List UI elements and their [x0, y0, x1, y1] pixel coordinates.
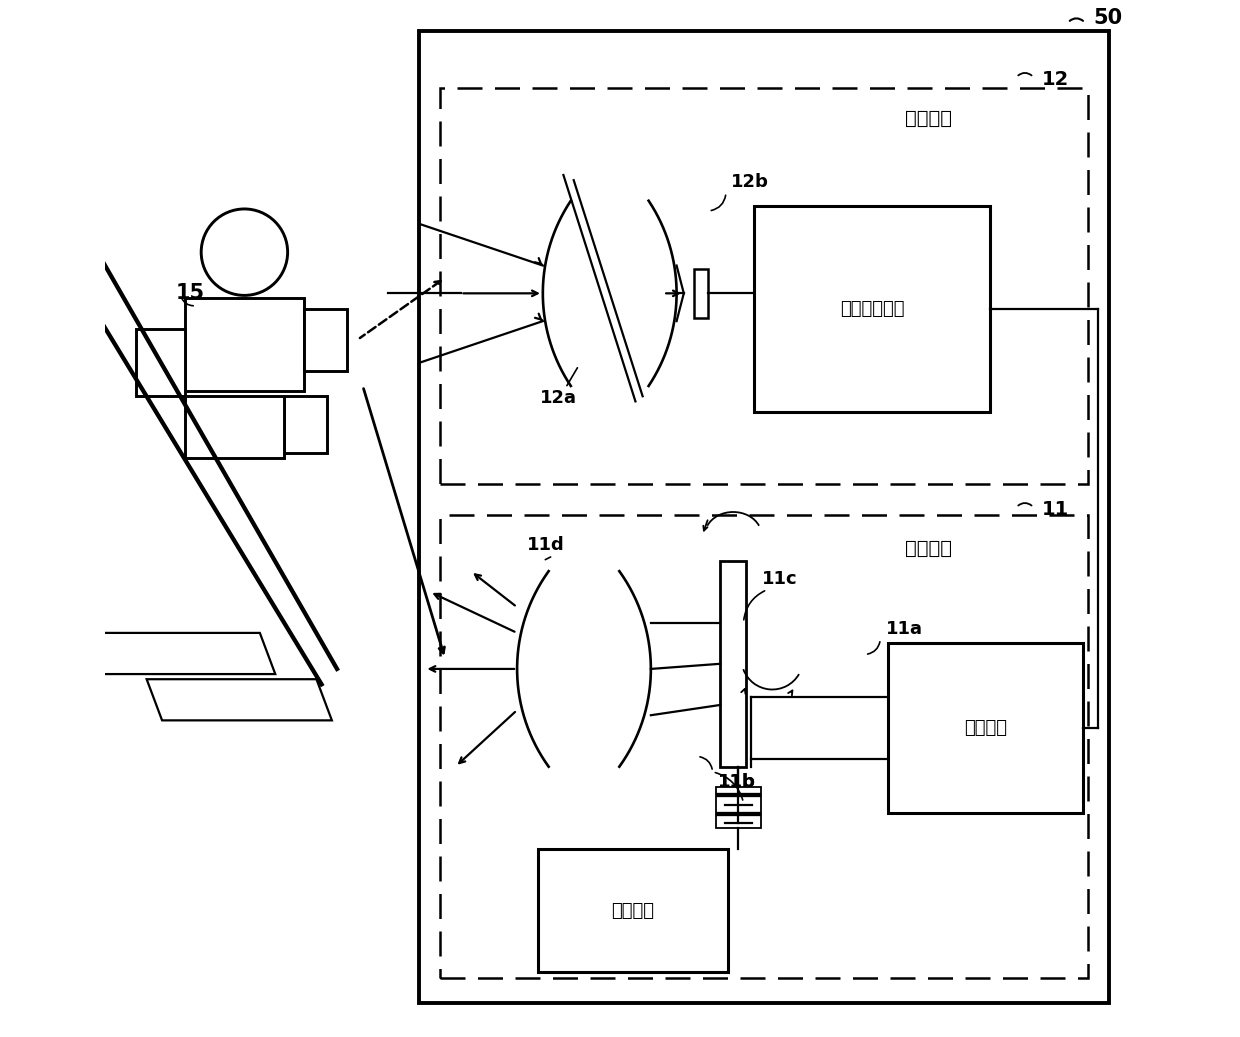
Polygon shape — [136, 330, 185, 396]
Bar — [419, 31, 1109, 1004]
Polygon shape — [304, 309, 347, 370]
Text: 11: 11 — [1042, 500, 1069, 518]
Text: 50: 50 — [1094, 8, 1122, 28]
Text: 11d: 11d — [527, 536, 565, 555]
Text: 受光单元: 受光单元 — [905, 109, 952, 128]
Text: 11b: 11b — [718, 774, 755, 791]
Text: 发光电路: 发光电路 — [611, 902, 655, 920]
Circle shape — [201, 208, 288, 296]
Bar — [754, 206, 991, 412]
Bar — [694, 269, 708, 318]
Text: 11a: 11a — [885, 620, 923, 638]
Text: 12b: 12b — [732, 173, 769, 191]
Text: 12a: 12a — [539, 389, 577, 408]
Polygon shape — [74, 633, 275, 674]
Polygon shape — [284, 396, 326, 453]
Bar — [888, 643, 1083, 813]
Polygon shape — [146, 679, 332, 721]
Text: 12: 12 — [1042, 69, 1069, 89]
Text: 15: 15 — [176, 283, 205, 304]
Bar — [538, 849, 728, 973]
Text: 控制电路: 控制电路 — [963, 719, 1007, 737]
Text: 11b: 11b — [718, 774, 755, 791]
Bar — [715, 787, 761, 829]
Bar — [440, 514, 1089, 978]
Polygon shape — [185, 299, 304, 391]
Polygon shape — [185, 396, 284, 458]
Polygon shape — [720, 561, 746, 766]
Text: 距离测量电路: 距离测量电路 — [839, 300, 904, 317]
Text: 11c: 11c — [763, 570, 797, 588]
Bar — [440, 87, 1089, 483]
Text: 发光单元: 发光单元 — [905, 539, 952, 558]
